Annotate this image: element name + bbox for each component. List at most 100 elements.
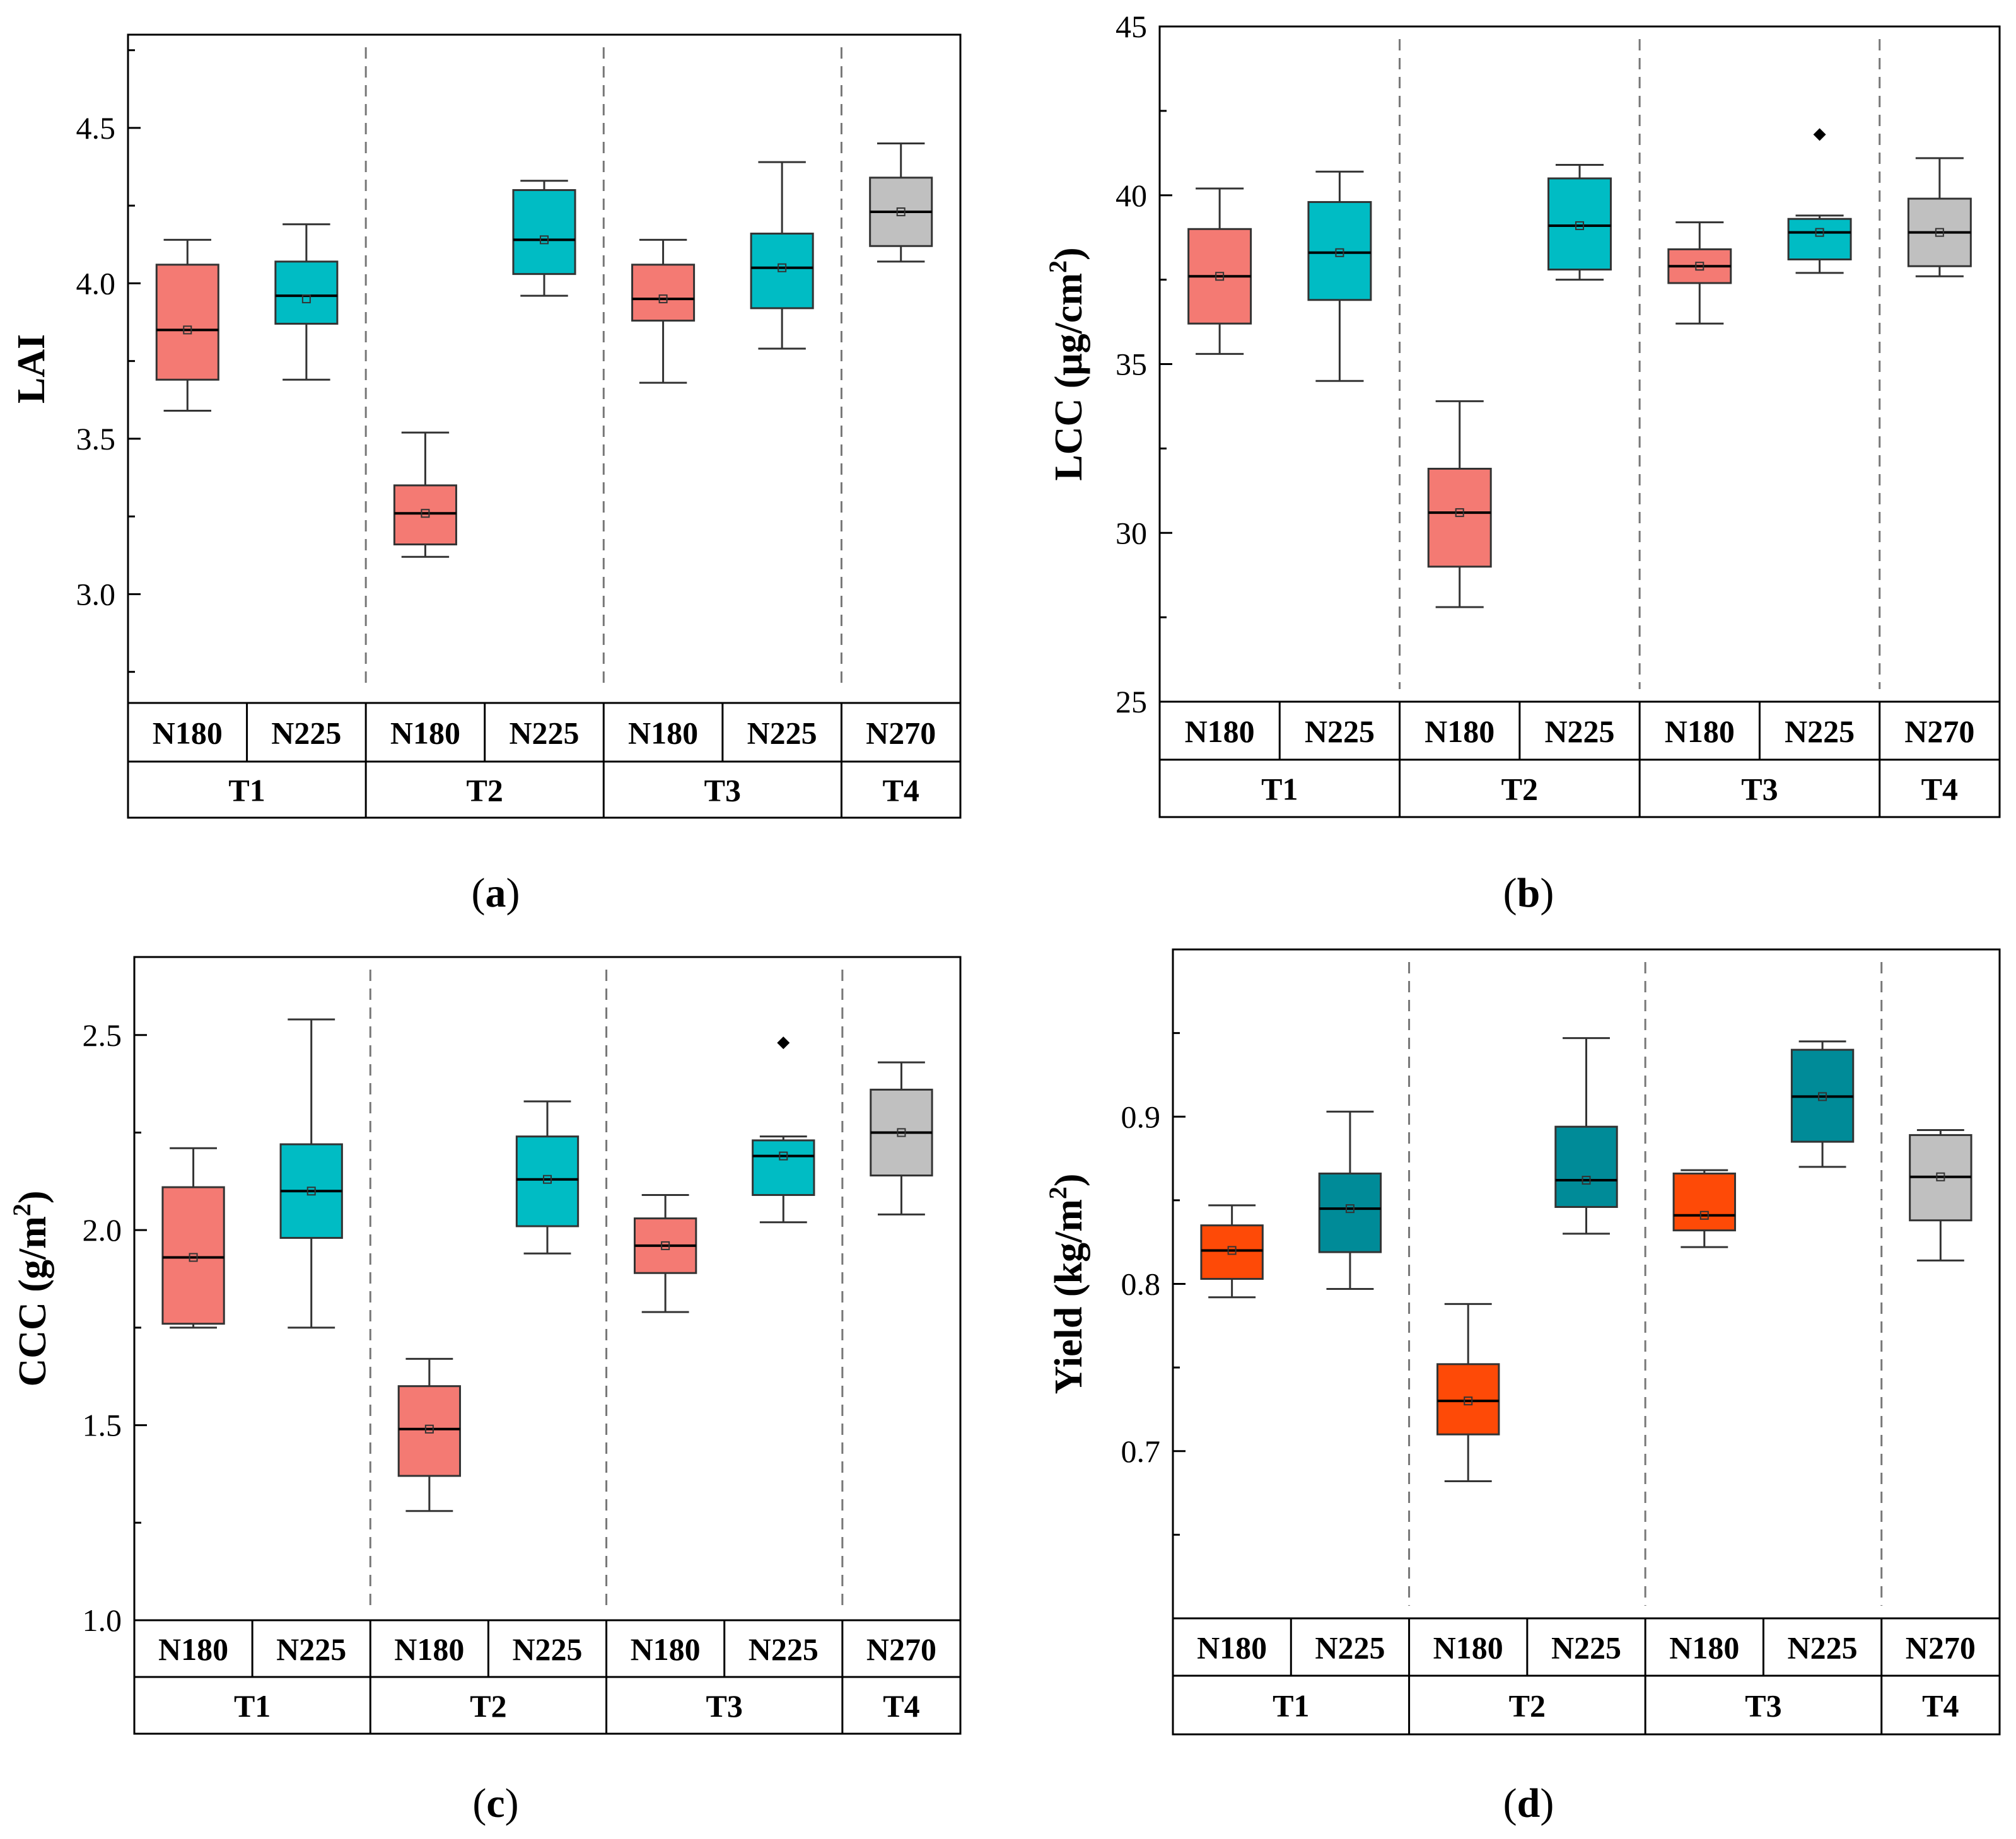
mean-marker	[543, 1175, 552, 1184]
mean-marker	[779, 1151, 788, 1161]
mean-marker	[897, 1128, 906, 1137]
y-tick-label: 1.0	[83, 1603, 122, 1638]
group-label: T4	[1921, 772, 1958, 807]
box-iqr	[1554, 1125, 1618, 1208]
mean-marker	[896, 207, 906, 217]
y-axis-title: CCC (g/m2)	[8, 1191, 54, 1387]
category-label: N180	[158, 1632, 228, 1667]
box-T1-N180	[161, 1147, 225, 1329]
panel-caption: (b)	[1503, 870, 1554, 916]
plot-frame	[1172, 948, 2001, 1736]
group-label: T4	[883, 1688, 919, 1724]
mean-marker	[189, 1253, 198, 1262]
plot-frame	[127, 33, 962, 819]
mean-marker	[1455, 508, 1464, 518]
mean-marker	[1345, 1204, 1355, 1214]
category-label: N225	[276, 1632, 346, 1667]
y-tick-label: 1.5	[83, 1408, 122, 1443]
category-label: N225	[1788, 1630, 1858, 1666]
category-label: N180	[1665, 714, 1735, 749]
panel-caption: (a)	[472, 870, 520, 916]
group-label: T1	[228, 773, 265, 808]
mean-marker	[540, 235, 549, 245]
group-label: T3	[704, 773, 741, 808]
category-label: N225	[509, 716, 579, 751]
y-tick-label: 35	[1116, 347, 1147, 382]
box-T3-N225	[1790, 1040, 1855, 1168]
y-axis-title-superscript: 2	[8, 1204, 36, 1216]
category-label: N225	[749, 1632, 819, 1667]
y-axis-title-text: Yield (kg/m	[1047, 1199, 1090, 1394]
category-label: N225	[1551, 1630, 1621, 1666]
box-T2-N225	[1547, 164, 1612, 281]
group-label: T2	[470, 1688, 506, 1724]
y-axis-title-close: )	[1047, 247, 1090, 260]
box-iqr	[397, 1385, 462, 1477]
box-iqr	[1436, 1363, 1500, 1436]
category-label: N225	[1785, 714, 1855, 749]
box-T4-N270	[870, 1061, 933, 1215]
group-label: T2	[467, 773, 503, 808]
box-T1-N225	[279, 1018, 343, 1329]
mean-marker	[1935, 228, 1944, 237]
caption-letter: c	[486, 1780, 504, 1826]
category-label: N180	[628, 716, 698, 751]
mean-marker	[1335, 248, 1344, 257]
y-tick-label: 3.0	[76, 576, 116, 612]
category-label: N180	[631, 1632, 701, 1667]
box-T3-N180	[631, 238, 696, 384]
box-iqr	[1200, 1224, 1264, 1280]
mean-marker	[778, 263, 787, 272]
category-label: N270	[1906, 1630, 1976, 1666]
category-label: N180	[394, 1632, 464, 1667]
box-T2-N180	[397, 1357, 462, 1512]
group-label: T4	[1922, 1688, 1959, 1724]
group-label: T2	[1501, 772, 1538, 807]
category-label: N225	[1315, 1630, 1385, 1666]
box-iqr	[750, 233, 814, 310]
y-axis-title: Yield (kg/m2)	[1044, 1173, 1090, 1394]
y-tick-label: 2.5	[83, 1018, 122, 1053]
box-T1-N225	[274, 223, 339, 381]
group-label: T1	[1261, 772, 1298, 807]
group-label: T3	[1741, 772, 1778, 807]
box-T3-N225	[752, 1036, 815, 1224]
y-axis-title-text: CCC (g/m	[11, 1216, 54, 1386]
outlier-point	[1813, 128, 1826, 141]
box-T1-N180	[1187, 187, 1252, 355]
box-iqr	[161, 1186, 225, 1325]
y-tick-label: 2.0	[83, 1212, 122, 1248]
mean-marker	[658, 294, 668, 304]
caption-paren-close: )	[1540, 1780, 1554, 1826]
category-label: N270	[866, 1632, 936, 1667]
box-T1-N180	[155, 238, 219, 412]
caption-paren-close: )	[1540, 870, 1554, 916]
box-T1-N225	[1307, 170, 1372, 382]
y-axis-title-superscript: 2	[1044, 260, 1072, 273]
y-tick-label: 0.9	[1121, 1099, 1161, 1134]
panel-d: 0.7 0.8 0.9 Yield (kg/m2) N180 N225 N180 N225 N1…	[1044, 948, 2001, 1826]
mean-marker	[306, 1186, 316, 1196]
category-label: N180	[1433, 1630, 1503, 1666]
plot-frame	[1158, 25, 2001, 818]
y-tick-label: 4.0	[76, 265, 116, 301]
box-T2-N180	[393, 431, 457, 558]
caption-paren-open: (	[1503, 870, 1517, 916]
category-label: N180	[153, 716, 223, 751]
box-iqr	[1307, 200, 1372, 301]
mean-marker	[1215, 272, 1225, 281]
outlier-point	[777, 1036, 790, 1050]
group-label: T4	[883, 773, 919, 808]
box-T3-N180	[1672, 1169, 1736, 1248]
caption-paren-close: )	[505, 1780, 519, 1826]
box-T2-N225	[1554, 1037, 1618, 1235]
panel-a: 3.0 3.5 4.0 4.5 LAI N180 N225 N180 N225 N180 N225 N…	[10, 33, 962, 916]
box-iqr	[1547, 177, 1612, 271]
category-label: N180	[1185, 714, 1255, 749]
box-T2-N225	[515, 1100, 580, 1255]
group-label: T3	[1745, 1688, 1781, 1724]
mean-marker	[1699, 1210, 1709, 1220]
box-T2-N225	[512, 180, 576, 297]
category-label: N225	[1305, 714, 1375, 749]
